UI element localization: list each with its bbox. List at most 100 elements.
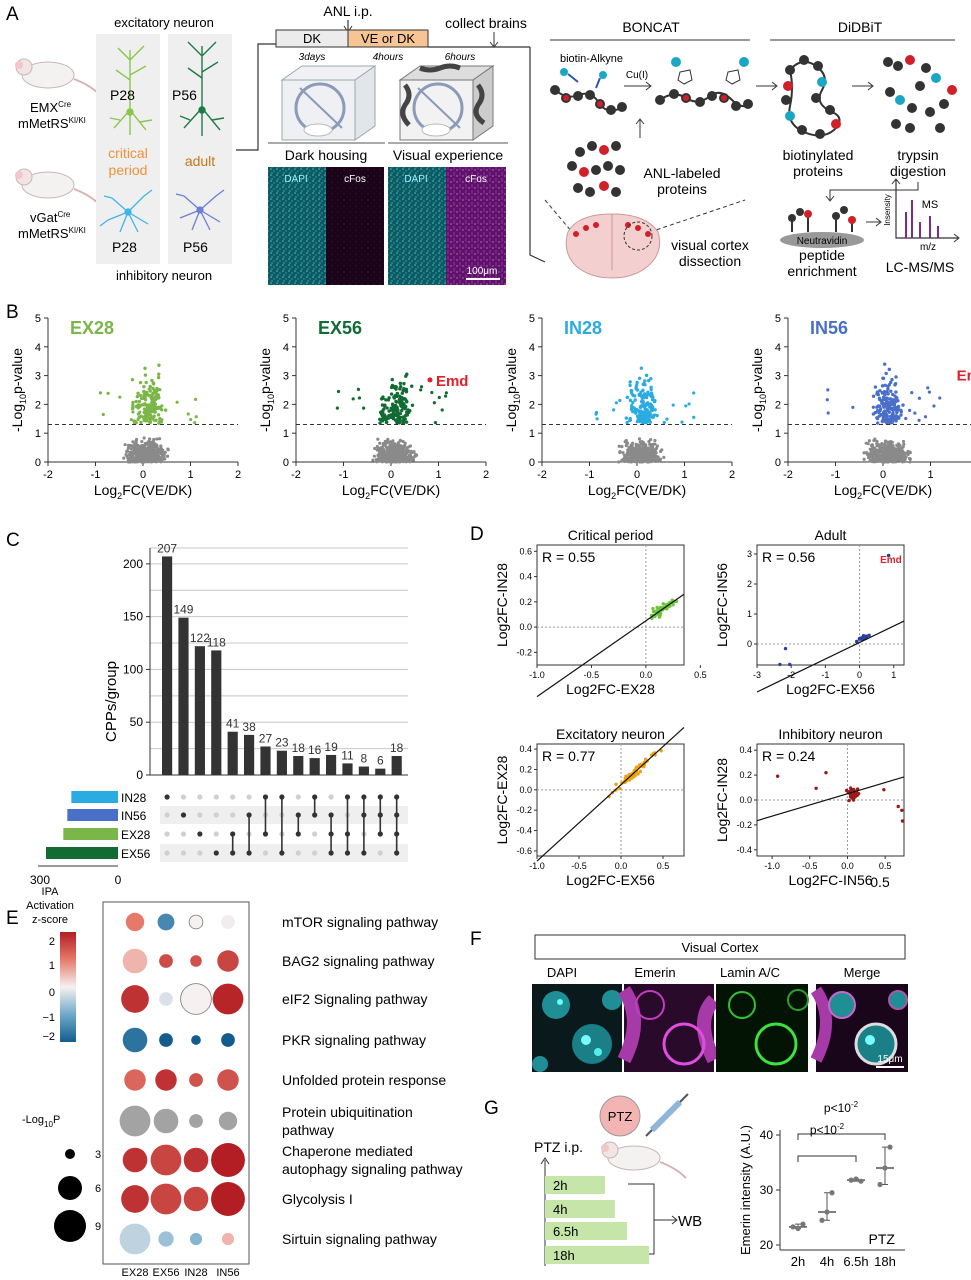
matrix-dot [164, 850, 170, 856]
scatter-title: Excitatory neuron [556, 726, 665, 742]
volcano-point [144, 411, 148, 415]
bubble [221, 1033, 235, 1047]
zscore-colorbar [60, 932, 76, 1042]
volcano-point [642, 382, 646, 386]
volcano-point [156, 413, 161, 417]
ms-spectrum-icon [891, 178, 960, 243]
bubble [189, 1232, 203, 1246]
scatter-point [661, 602, 665, 606]
y-tick-label: 4 [775, 342, 781, 354]
volcano-point [133, 460, 137, 464]
volcano-point [618, 450, 622, 454]
set-size-bar [71, 791, 118, 803]
volcano-point [635, 380, 639, 385]
y-tick-label: 0 [775, 457, 781, 469]
scatter-point [671, 603, 675, 607]
data-point [858, 1178, 864, 1184]
bubble [217, 950, 239, 972]
volcano-point [618, 398, 622, 403]
volcano-point [138, 446, 142, 450]
volcano-point [643, 407, 647, 411]
volcano-point [131, 440, 135, 444]
scatter-point [788, 662, 792, 667]
matrix-dot [312, 850, 318, 856]
x-axis-label: Log2FC-IN56 [788, 872, 872, 888]
bubble [217, 1069, 239, 1091]
label-vc-2: dissection [679, 253, 741, 269]
volcano-point [628, 418, 632, 423]
volcano-point [869, 452, 873, 456]
volcano-point [876, 392, 881, 397]
y-tick-label: 150 [123, 610, 143, 624]
inhibitory-neuron-icon [175, 189, 225, 231]
legend-title-2: Activation [26, 900, 74, 912]
bubble [119, 1105, 151, 1137]
volcano-point [156, 457, 160, 461]
x-tick-label: 0.0 [841, 861, 854, 871]
volcano-point [131, 410, 135, 414]
volcano-point [641, 400, 645, 404]
volcano-point [595, 417, 599, 421]
volcano-point [430, 390, 434, 395]
image-dapi [532, 984, 622, 1072]
timeline-t3: 6hours [445, 52, 476, 63]
volcano-point [894, 375, 898, 379]
data-point [848, 1177, 854, 1183]
x-tick-label: -2 [291, 469, 301, 481]
volcano-point [875, 439, 879, 444]
panel-f: F Visual Cortex DAPI Emerin Lamin A/C Me… [470, 929, 908, 1072]
y-tick-label: 5 [529, 313, 535, 325]
volcano-point [193, 420, 197, 425]
volcano-point [875, 444, 879, 448]
volcano-point [625, 441, 630, 445]
label-boncat: BONCAT [622, 19, 680, 35]
set-size-bar [46, 847, 118, 859]
volcano-point [895, 452, 899, 456]
volcano-point [893, 383, 897, 387]
volcano-point [889, 452, 893, 456]
volcano-point [639, 390, 643, 394]
x-tick-label: 2 [729, 469, 735, 481]
sig-bracket-2 [797, 1155, 857, 1162]
scatter-point [855, 793, 859, 798]
volcano-point [336, 389, 341, 394]
volcano-point [868, 459, 872, 463]
matrix-dot [197, 812, 203, 818]
volcano-point [897, 458, 901, 462]
volcano-point [649, 408, 654, 412]
set-name-label: EX28 [121, 828, 151, 842]
scatter-point [775, 774, 780, 778]
volcano-point [148, 384, 152, 389]
volcano-point [143, 366, 147, 370]
volcano-point [890, 440, 894, 444]
r-value: R = 0.24 [762, 748, 816, 764]
volcano-point [150, 400, 155, 404]
upset-bar [244, 734, 255, 775]
volcano-point [826, 411, 830, 415]
volcano-point [398, 438, 402, 442]
volcano-point [410, 458, 414, 462]
volcano-point [394, 400, 399, 404]
upset-bar-label: 19 [324, 740, 338, 754]
volcano-point [651, 456, 655, 460]
volcano-point [136, 443, 140, 448]
panel-label-b: B [6, 302, 19, 323]
y-tick-label: 0.2 [739, 770, 752, 780]
size-legend-bubble [58, 1176, 82, 1200]
bubble [125, 912, 145, 932]
volcano-point [881, 395, 886, 399]
volcano-point [391, 403, 395, 407]
volcano-point [648, 402, 653, 406]
volcano-point [122, 456, 126, 460]
volcano-point [639, 404, 643, 408]
volcano-point [894, 406, 898, 411]
upset-bar [178, 617, 189, 775]
upset-bar-label: 8 [361, 752, 368, 766]
bubble [189, 1114, 203, 1128]
volcano-point [630, 405, 634, 409]
y-tick-label: 3 [747, 549, 752, 559]
volcano-point [162, 453, 166, 457]
neuron-box-p56 [168, 34, 232, 264]
x-tick-label: -2 [783, 469, 793, 481]
volcano-point [378, 441, 382, 445]
